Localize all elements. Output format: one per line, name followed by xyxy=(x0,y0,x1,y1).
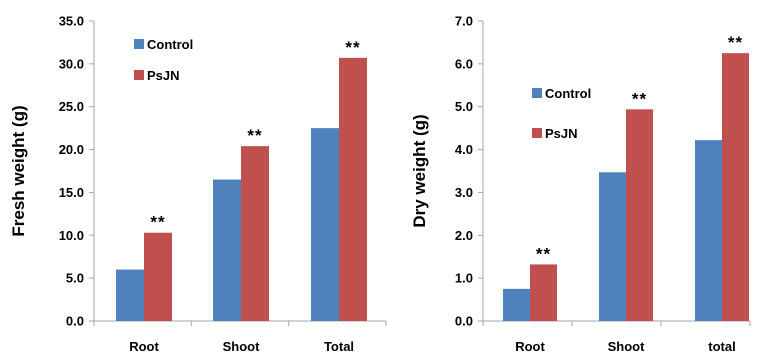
legend-swatch-control xyxy=(532,88,542,98)
y-tick-label: 15.0 xyxy=(59,185,84,200)
x-category-label: total xyxy=(708,339,735,354)
y-tick-label: 4.0 xyxy=(455,142,473,157)
significance-marker: ** xyxy=(247,126,262,145)
bar-psjn-total xyxy=(722,53,749,322)
y-tick-label: 6.0 xyxy=(455,56,473,71)
bar-psjn-root xyxy=(144,232,172,321)
legend-label-control: Control xyxy=(147,37,193,52)
y-axis-title: Dry weight (g) xyxy=(410,114,429,227)
bar-control-root xyxy=(116,269,144,321)
chart-2: 0.0 1.0 2.0 3.0 4.0 5.0 6.0 7.0 ** Root ** Shoot ** t… xyxy=(410,14,751,354)
x-category-label: Shoot xyxy=(223,339,260,354)
y-tick-label: 30.0 xyxy=(59,56,84,71)
legend-label-psjn: PsJN xyxy=(147,68,180,83)
y-tick-label: 5.0 xyxy=(455,99,473,114)
bar-control-root xyxy=(503,288,530,321)
x-category-label: Shoot xyxy=(608,339,645,354)
legend-swatch-control xyxy=(134,39,144,49)
y-tick-label: 2.0 xyxy=(455,228,473,243)
bar-psjn-root xyxy=(530,264,557,321)
significance-marker: ** xyxy=(150,213,165,232)
x-category-label: Root xyxy=(515,339,545,354)
y-tick-label: 1.0 xyxy=(455,271,473,286)
x-category-label: Total xyxy=(324,339,354,354)
x-category-label: Root xyxy=(129,339,159,354)
bar-control-shoot xyxy=(599,172,626,321)
bar-psjn-total xyxy=(339,57,367,321)
bar-psjn-shoot xyxy=(241,146,269,321)
y-tick-label: 35.0 xyxy=(59,14,84,29)
y-tick-label: 25.0 xyxy=(59,99,84,114)
significance-marker: ** xyxy=(345,38,360,57)
chart-1: 0.0 5.0 10.0 15.0 20.0 25.0 30.0 35.0 ** Root ** Sh… xyxy=(9,14,387,354)
legend-label-psjn: PsJN xyxy=(545,126,578,141)
y-tick-label: 7.0 xyxy=(455,14,473,29)
y-tick-label: 20.0 xyxy=(59,142,84,157)
legend-swatch-psjn xyxy=(532,128,542,138)
y-tick-label: 3.0 xyxy=(455,185,473,200)
significance-marker: ** xyxy=(728,33,743,52)
significance-marker: ** xyxy=(632,89,647,108)
bar-psjn-shoot xyxy=(626,109,653,322)
bar-control-total xyxy=(311,128,339,321)
y-axis-title: Fresh weight (g) xyxy=(9,105,28,236)
legend-swatch-psjn xyxy=(134,70,144,80)
y-tick-label: 0.0 xyxy=(455,314,473,329)
bar-control-total xyxy=(695,140,722,321)
y-tick-label: 5.0 xyxy=(66,271,84,286)
significance-marker: ** xyxy=(536,244,551,263)
y-tick-label: 10.0 xyxy=(59,228,84,243)
y-tick-label: 0.0 xyxy=(66,314,84,329)
legend-label-control: Control xyxy=(545,86,591,101)
bar-control-shoot xyxy=(213,179,241,321)
